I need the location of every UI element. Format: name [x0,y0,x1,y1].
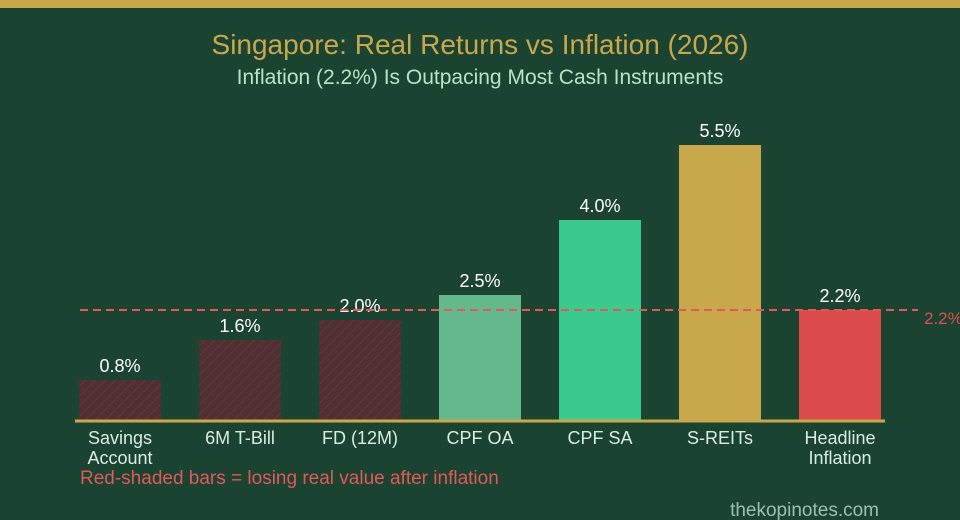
category-label-line: Inflation [808,448,871,468]
bar-4 [559,220,641,420]
inflation-reference-label: 2.2% [924,309,960,328]
value-label-2: 2.0% [339,296,380,316]
legend-note: Red-shaded bars = losing real value afte… [80,468,499,489]
category-label-line: Headline [804,428,875,448]
category-label-line: Savings [88,428,152,448]
category-label-4: CPF SA [567,428,632,448]
category-labels: Savings Account 6M T-Bill FD (12M) CPF OA CPF… [87,428,875,468]
bars: 0.8% 1.6% 2.0% 2.5% 4.0% 5.5% 2.2% [79,121,881,420]
category-label-line: 6M T-Bill [205,428,275,448]
value-label-0: 0.8% [99,356,140,376]
value-label-6: 2.2% [819,286,860,306]
category-label-line: S-REITs [687,428,753,448]
value-label-5: 5.5% [699,121,740,141]
category-label-5: S-REITs [687,428,753,448]
category-label-line: CPF OA [446,428,513,448]
category-label-line: Account [87,448,152,468]
category-label-3: CPF OA [446,428,513,448]
bar-hatch-1 [199,340,281,420]
bar-5 [679,145,761,420]
source-credit: thekopinotes.com [730,500,879,520]
bar-6 [799,310,881,420]
chart-title: Singapore: Real Returns vs Inflation (20… [212,29,749,60]
bar-hatch-0 [79,380,161,420]
category-label-line: FD (12M) [322,428,398,448]
value-label-4: 4.0% [579,196,620,216]
category-label-6: Headline Inflation [804,428,875,468]
category-label-0: Savings Account [87,428,152,468]
category-label-line: CPF SA [567,428,632,448]
bar-hatch-2 [319,320,401,420]
bar-3 [439,295,521,420]
top-accent-bar [0,0,960,8]
value-label-1: 1.6% [219,316,260,336]
category-label-1: 6M T-Bill [205,428,275,448]
category-label-2: FD (12M) [322,428,398,448]
value-label-3: 2.5% [459,271,500,291]
chart-subtitle: Inflation (2.2%) Is Outpacing Most Cash … [237,66,724,89]
